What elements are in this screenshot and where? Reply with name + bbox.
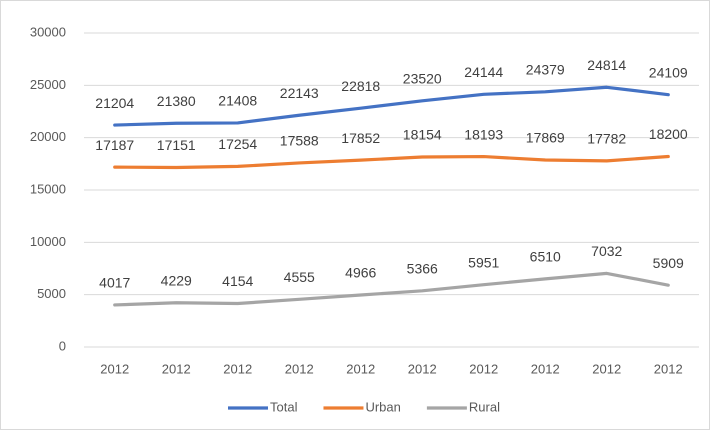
y-tick-label: 10000 <box>30 234 66 249</box>
data-label: 21204 <box>95 95 134 111</box>
legend-label: Urban <box>365 399 400 414</box>
data-label: 5909 <box>653 255 684 271</box>
data-label: 17187 <box>95 137 134 153</box>
y-tick-label: 30000 <box>30 24 66 39</box>
legend-label: Total <box>270 399 298 414</box>
y-tick-label: 20000 <box>30 129 66 144</box>
data-label: 18200 <box>649 126 688 142</box>
line-series <box>113 154 670 170</box>
x-tick-label: 2012 <box>408 361 437 376</box>
data-label: 21380 <box>157 93 196 109</box>
data-label: 4154 <box>222 273 253 289</box>
data-label: 22143 <box>280 85 319 101</box>
data-label: 17869 <box>526 130 565 146</box>
x-tick-label: 2012 <box>100 361 129 376</box>
x-tick-label: 2012 <box>469 361 498 376</box>
x-tick-label: 2012 <box>654 361 683 376</box>
data-label: 17151 <box>157 137 196 153</box>
data-label: 24379 <box>526 62 565 78</box>
x-tick-label: 2012 <box>531 361 560 376</box>
y-tick-label: 5000 <box>37 286 66 301</box>
x-tick-label: 2012 <box>162 361 191 376</box>
data-label: 17782 <box>587 131 626 147</box>
x-tick-label: 2012 <box>592 361 621 376</box>
data-label: 24109 <box>649 64 688 80</box>
x-tick-label: 2012 <box>346 361 375 376</box>
data-label: 7032 <box>591 243 622 259</box>
data-label: 18154 <box>403 127 442 143</box>
data-label: 24814 <box>587 57 626 73</box>
legend-label: Rural <box>469 399 500 414</box>
data-label: 4555 <box>284 269 315 285</box>
data-label: 4017 <box>99 275 130 291</box>
y-tick-label: 25000 <box>30 77 66 92</box>
data-label: 4229 <box>161 272 192 288</box>
data-label: 23520 <box>403 71 442 87</box>
data-label: 17254 <box>218 136 257 152</box>
data-label: 17852 <box>341 130 380 146</box>
y-tick-label: 15000 <box>30 181 66 196</box>
data-label: 24144 <box>464 64 503 80</box>
data-label: 5951 <box>468 254 499 270</box>
line-series <box>113 271 670 307</box>
data-label: 6510 <box>530 249 561 265</box>
x-tick-label: 2012 <box>223 361 252 376</box>
data-label: 18193 <box>464 126 503 142</box>
y-tick-label: 0 <box>59 338 66 353</box>
line-series <box>113 85 670 127</box>
data-label: 4966 <box>345 265 376 281</box>
data-label: 22818 <box>341 78 380 94</box>
data-label: 5366 <box>407 261 438 277</box>
data-label: 17588 <box>280 133 319 149</box>
data-label: 21408 <box>218 93 257 109</box>
x-tick-label: 2012 <box>285 361 314 376</box>
